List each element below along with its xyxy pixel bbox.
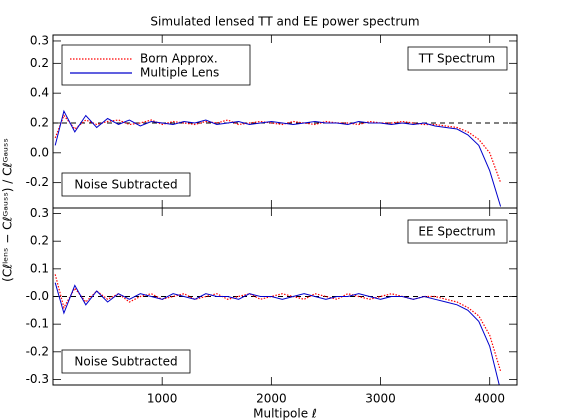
y-tick-label: -0.0 [26,289,49,303]
y-tick-label: -0.3 [26,372,49,386]
annotation: EE Spectrum [418,225,495,239]
y-tick-label: -0.1 [26,317,49,331]
annotation-box [407,46,508,71]
y-tick-label: -0.2 [26,175,49,189]
data-line [54,282,500,385]
annotation-box [407,219,508,244]
annotation: TT Spectrum [418,52,495,66]
y-tick-label: 0.2 [30,56,49,70]
y-tick-label: -0.2 [26,344,49,358]
annotation-box [61,172,191,197]
legend-label: Multiple Lens [140,66,219,80]
x-axis-label: Multipole ℓ [253,407,317,420]
y-axis-label: (Cℓˡᵉⁿˢ − Cℓᴳᵃᵘˢˢ) / Cℓᴳᵃᵘˢˢ [1,138,15,282]
y-tick-label: 0.3 [30,33,49,47]
plot-frame [52,207,518,386]
x-tick-label: 1000 [147,392,178,406]
x-tick-label: 2000 [256,392,287,406]
data-line [54,114,502,183]
x-tick-label: 3000 [365,392,396,406]
y-tick-label: 0.3 [30,206,49,220]
y-tick-label: 0.4 [30,86,49,100]
x-tick-label: 4000 [474,392,505,406]
legend-box [61,44,251,86]
chart-title: Simulated lensed TT and EE power spectru… [150,15,419,29]
y-tick-label: 0.2 [30,115,49,129]
y-tick-label: 0.1 [30,261,49,275]
legend-label: Born Approx. [140,52,218,66]
y-tick-label: 0.2 [30,234,49,248]
y-tick-label: 0.0 [30,145,49,159]
data-line [54,109,502,207]
annotation: Noise Subtracted [74,178,177,192]
annotation-box [61,349,191,374]
annotation: Noise Subtracted [74,355,177,369]
